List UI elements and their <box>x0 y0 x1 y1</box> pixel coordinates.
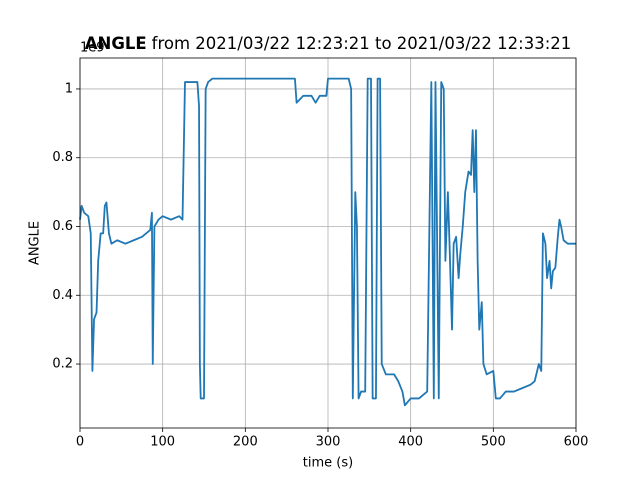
x-tick-label: 400 <box>398 435 423 450</box>
x-axis-label: time (s) <box>303 456 353 471</box>
x-tick-label: 500 <box>481 435 506 450</box>
chart-title: ANGLE from 2021/03/22 12:23:21 to 2021/03… <box>85 34 572 53</box>
y-tick-label: 0.6 <box>52 219 73 234</box>
y-tick-label: 0.8 <box>52 150 73 165</box>
x-tick-label: 100 <box>150 435 175 450</box>
y-tick-label: 1 <box>65 81 73 96</box>
x-tick-label: 0 <box>76 435 84 450</box>
title-range: from 2021/03/22 12:23:21 to 2021/03/22 1… <box>152 34 572 53</box>
x-tick-label: 300 <box>316 435 341 450</box>
x-tick-label: 600 <box>564 435 589 450</box>
plot-frame <box>79 57 577 429</box>
y-offset-label: 1e9 <box>80 41 105 56</box>
data-line <box>79 77 576 407</box>
x-tick-label: 200 <box>233 435 258 450</box>
y-axis-label: ANGLE <box>28 221 43 265</box>
y-tick-label: 0.2 <box>52 357 73 372</box>
y-tick-label: 0.4 <box>52 288 73 303</box>
title-variable: ANGLE <box>85 34 147 53</box>
